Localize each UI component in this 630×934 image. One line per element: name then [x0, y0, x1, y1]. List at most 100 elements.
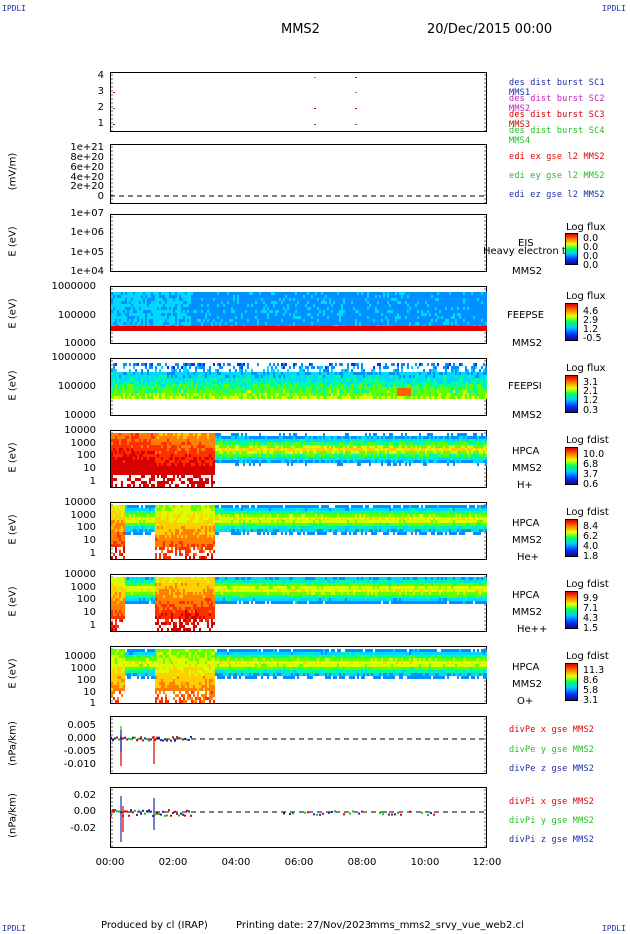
- spectrogram-cell: [437, 316, 439, 319]
- spectrogram-cell: [389, 387, 391, 390]
- spectrogram-cell: [471, 366, 473, 369]
- spectrogram-cell: [131, 378, 133, 381]
- spectrogram-cell: [323, 298, 325, 301]
- spectrogram-cell: [475, 310, 477, 313]
- spectrogram-cell: [281, 310, 283, 313]
- legend-entry: edi ez gse l2 MMS2: [509, 190, 605, 200]
- spectrogram-cell: [361, 387, 363, 390]
- spectrogram-cell: [349, 319, 351, 322]
- spectrogram-cell: [375, 316, 377, 319]
- spectrogram-cell: [345, 298, 347, 301]
- ytick: 8e+20: [70, 152, 104, 163]
- spectrogram-cell: [325, 393, 327, 396]
- spectrogram-cell: [203, 393, 205, 396]
- spectrogram-cell: [471, 304, 473, 307]
- spectrogram-cell: [295, 292, 297, 295]
- spectrogram-cell: [277, 310, 279, 313]
- spectrogram-cell: [221, 396, 223, 399]
- spectrogram-cell: [373, 387, 375, 390]
- spectrogram-cell: [451, 372, 453, 375]
- spectrogram-cell: [259, 322, 261, 325]
- spectrogram-cell: [227, 396, 229, 399]
- spectrogram-cell: [197, 384, 199, 387]
- spectrogram-cell: [137, 307, 139, 310]
- spectrogram-cell: [243, 295, 245, 298]
- spectrogram-cell: [161, 378, 163, 381]
- spectrogram-cell: [279, 295, 281, 298]
- spectrogram-cell: [119, 326, 121, 331]
- spectrogram-cell: [397, 298, 399, 301]
- spectrogram-cell: [271, 393, 273, 396]
- spectrogram-cell: [135, 292, 137, 295]
- spectrogram-cell: [461, 396, 463, 399]
- spectrogram-cell: [189, 310, 191, 313]
- spectrogram-cell: [317, 304, 319, 307]
- spectrogram-cell: [371, 307, 373, 310]
- spectrogram-cell: [323, 304, 325, 307]
- spectrogram-cell: [435, 378, 437, 381]
- spectrogram-cell: [119, 322, 121, 325]
- spectrogram-cell: [317, 298, 319, 301]
- spectrogram-cell: [155, 378, 157, 381]
- spectrogram-cell: [121, 448, 123, 451]
- spectrogram-cell: [267, 378, 269, 381]
- spectrogram-cell: [141, 369, 143, 372]
- spectrogram-cell: [229, 298, 231, 301]
- spectrogram-cell: [477, 307, 479, 310]
- spectrogram-cell: [201, 390, 203, 393]
- spectrogram-cell: [223, 319, 225, 322]
- spectrogram-cell: [377, 326, 379, 331]
- spectrogram-cell: [285, 326, 287, 331]
- spectrogram-cell: [463, 387, 465, 390]
- spectrogram-cell: [125, 451, 127, 454]
- spectrogram-cell: [327, 369, 329, 372]
- spectrogram-cell: [485, 366, 487, 369]
- spectrogram-cell: [333, 387, 335, 390]
- spectrogram-cell: [335, 363, 337, 366]
- spectrogram-cell: [285, 375, 287, 378]
- spectrogram-cell: [335, 378, 337, 381]
- spectrogram-cell: [367, 301, 369, 304]
- spectrogram-cell: [345, 393, 347, 396]
- spectrogram-cell: [203, 387, 205, 390]
- spectrogram-cell: [139, 372, 141, 375]
- spectrogram-cell: [273, 396, 275, 399]
- spectrogram-cell: [349, 313, 351, 316]
- spectrogram-cell: [297, 393, 299, 396]
- spectrogram-cell: [311, 310, 313, 313]
- spectrogram-cell: [431, 390, 433, 393]
- spectrogram-cell: [263, 384, 265, 387]
- spectrogram-cell: [191, 381, 193, 384]
- spectrogram-cell: [293, 304, 295, 307]
- spectrogram-cell: [313, 301, 315, 304]
- spectrogram-cell: [295, 393, 297, 396]
- spectrogram-cell: [291, 310, 293, 313]
- spectrogram-cell: [355, 319, 357, 322]
- spectrogram-cell: [441, 381, 443, 384]
- spectrogram-cell: [117, 451, 119, 454]
- spectrogram-cell: [235, 295, 237, 298]
- spectrogram-cell: [277, 363, 279, 366]
- spectrogram-cell: [125, 390, 127, 393]
- spectrogram-cell: [409, 310, 411, 313]
- footer-produced: Produced by cl (IRAP): [101, 920, 208, 931]
- spectrogram-cell: [457, 304, 459, 307]
- spectrogram-cell: [229, 326, 231, 331]
- spectrogram-cell: [415, 313, 417, 316]
- spectrogram-cell: [143, 363, 145, 366]
- spectrogram-cell: [189, 298, 191, 301]
- spectrogram-cell: [393, 375, 395, 378]
- spectrogram-cell: [223, 316, 225, 319]
- spectrogram-cell: [263, 319, 265, 322]
- spectrogram-cell: [483, 369, 485, 372]
- spectrogram-cell: [371, 295, 373, 298]
- spectrogram-cell: [121, 393, 123, 396]
- spectrogram-cell: [353, 322, 355, 325]
- spectrogram-cell: [199, 322, 201, 325]
- spectrogram-cell: [347, 307, 349, 310]
- spectrogram-cell: [147, 301, 149, 304]
- spectrogram-cell: [451, 298, 453, 301]
- spectrogram-cell: [179, 378, 181, 381]
- spectrogram-cell: [259, 387, 261, 390]
- spectrogram-cell: [233, 295, 235, 298]
